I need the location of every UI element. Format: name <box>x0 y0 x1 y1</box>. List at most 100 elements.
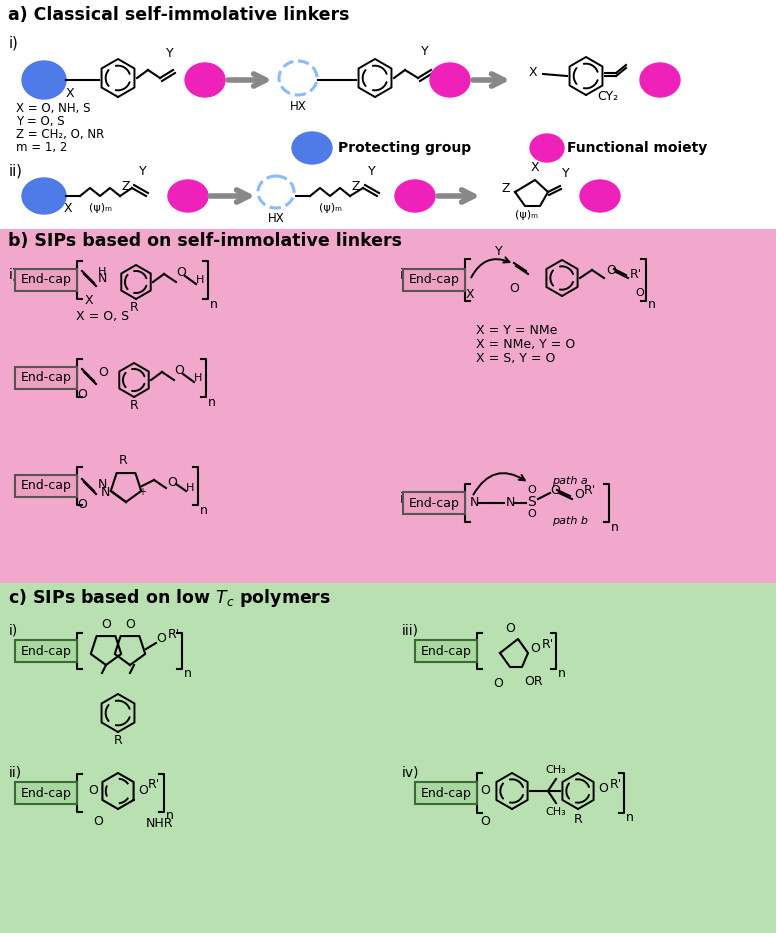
Text: O: O <box>138 785 148 798</box>
Text: O: O <box>125 618 135 631</box>
Text: a) Classical self-immolative linkers: a) Classical self-immolative linkers <box>8 6 349 24</box>
Text: H: H <box>98 267 106 277</box>
Text: X = O, NH, S: X = O, NH, S <box>16 102 91 115</box>
Text: ii): ii) <box>400 268 413 282</box>
Text: S: S <box>527 495 535 509</box>
Text: End-cap: End-cap <box>421 645 472 658</box>
Text: O: O <box>606 263 616 276</box>
Text: End-cap: End-cap <box>20 273 71 286</box>
Text: O: O <box>527 509 535 519</box>
Text: Z: Z <box>122 179 130 192</box>
FancyBboxPatch shape <box>15 782 77 804</box>
FancyBboxPatch shape <box>15 269 77 291</box>
Text: H: H <box>194 373 203 383</box>
Text: O: O <box>156 633 166 646</box>
Text: iii): iii) <box>400 491 417 505</box>
Ellipse shape <box>22 61 66 99</box>
Text: X = O, S: X = O, S <box>76 310 129 323</box>
FancyBboxPatch shape <box>415 782 477 804</box>
Text: Y: Y <box>166 47 174 60</box>
Text: O: O <box>98 367 108 380</box>
Text: n: n <box>558 667 566 680</box>
FancyBboxPatch shape <box>415 640 477 662</box>
Text: End-cap: End-cap <box>20 480 71 493</box>
Text: N: N <box>101 485 110 498</box>
Text: O: O <box>509 282 519 295</box>
Text: End-cap: End-cap <box>20 645 71 658</box>
Text: iii): iii) <box>402 623 419 637</box>
Text: n: n <box>166 809 174 822</box>
Text: path b: path b <box>552 516 588 526</box>
Text: X = Y = NMe: X = Y = NMe <box>476 324 557 337</box>
Text: n: n <box>648 298 656 311</box>
Text: R: R <box>130 399 138 412</box>
Text: n: n <box>626 811 634 824</box>
Text: End-cap: End-cap <box>408 273 459 286</box>
Text: Y: Y <box>495 245 503 258</box>
Text: HX: HX <box>289 100 307 113</box>
Text: +: + <box>138 487 146 497</box>
Text: O: O <box>550 484 559 497</box>
Text: R': R' <box>542 638 554 651</box>
Text: b) SIPs based on self-immolative linkers: b) SIPs based on self-immolative linkers <box>8 232 402 250</box>
Text: R: R <box>573 813 582 826</box>
FancyBboxPatch shape <box>403 269 465 291</box>
Text: Y: Y <box>421 45 429 58</box>
Text: iv): iv) <box>402 765 420 779</box>
Text: Functional moiety: Functional moiety <box>567 141 707 155</box>
Text: R: R <box>113 734 123 747</box>
Ellipse shape <box>395 180 435 212</box>
Text: O: O <box>480 785 490 798</box>
Text: R: R <box>119 454 127 467</box>
Text: R': R' <box>148 778 161 791</box>
Text: n: n <box>200 504 208 517</box>
Text: n: n <box>208 396 216 409</box>
Text: Y = O, S: Y = O, S <box>16 115 64 128</box>
Text: n: n <box>184 667 192 680</box>
FancyBboxPatch shape <box>15 475 77 497</box>
Text: CY₂: CY₂ <box>598 90 618 103</box>
Text: Z: Z <box>352 179 361 192</box>
Text: End-cap: End-cap <box>408 496 459 509</box>
Text: R': R' <box>610 778 622 791</box>
Text: R: R <box>130 301 138 314</box>
Text: OR: OR <box>524 675 542 688</box>
Text: N: N <box>98 272 107 285</box>
Text: (ψ)ₘ: (ψ)ₘ <box>88 203 112 213</box>
Text: m = 1, 2: m = 1, 2 <box>16 141 68 154</box>
Text: Y: Y <box>368 165 376 178</box>
Text: Protecting group: Protecting group <box>338 141 471 155</box>
Text: O: O <box>93 815 103 828</box>
Text: X = S, Y = O: X = S, Y = O <box>476 352 556 365</box>
Text: End-cap: End-cap <box>20 371 71 384</box>
Text: (ψ)ₘ: (ψ)ₘ <box>514 210 538 220</box>
Text: ii): ii) <box>9 765 23 779</box>
Ellipse shape <box>580 180 620 212</box>
Text: H: H <box>186 483 194 493</box>
Text: HX: HX <box>268 212 284 225</box>
Text: H: H <box>196 275 204 285</box>
Ellipse shape <box>168 180 208 212</box>
Text: X: X <box>66 87 74 100</box>
Text: X: X <box>531 161 539 174</box>
Text: End-cap: End-cap <box>421 787 472 800</box>
Text: X: X <box>85 294 93 307</box>
Ellipse shape <box>430 63 470 97</box>
Text: O: O <box>88 785 98 798</box>
Text: CH₃: CH₃ <box>546 765 566 775</box>
Text: i): i) <box>9 623 19 637</box>
Text: O: O <box>174 364 184 377</box>
Text: n: n <box>611 521 619 534</box>
Text: R': R' <box>584 484 596 497</box>
Text: NHR: NHR <box>146 817 174 830</box>
Ellipse shape <box>292 132 332 164</box>
Text: X: X <box>528 65 537 78</box>
Text: n: n <box>210 298 218 311</box>
Text: O: O <box>527 485 535 495</box>
Text: O: O <box>574 489 584 502</box>
Text: R': R' <box>168 629 180 642</box>
Text: N: N <box>506 495 515 508</box>
Text: O: O <box>598 783 608 796</box>
Ellipse shape <box>185 63 225 97</box>
Text: X: X <box>466 288 474 301</box>
